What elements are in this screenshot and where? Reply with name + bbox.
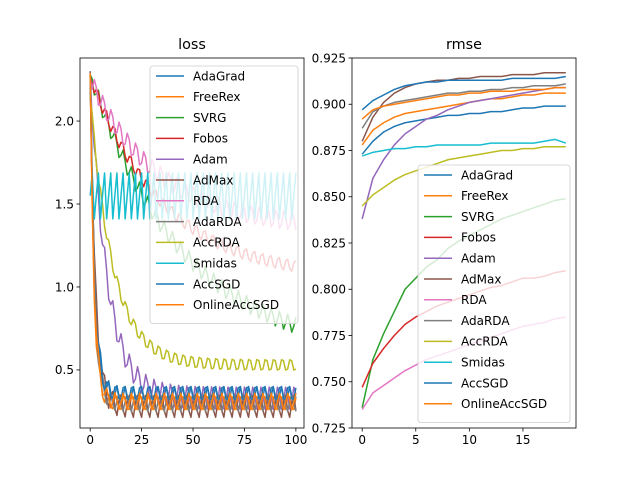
loss-legend-label-svrg: SVRG — [193, 111, 226, 125]
rmse-legend-box — [417, 164, 571, 424]
rmse-legend-label-freerex: FreeRex — [461, 189, 509, 203]
loss-series-accrda — [89, 96, 297, 371]
loss-legend-label-freerex: FreeRex — [193, 90, 241, 104]
rmse-y-tick-label: 0.800 — [312, 283, 346, 297]
rmse-legend-label-rda: RDA — [461, 293, 487, 307]
loss-x-tick-label: 50 — [185, 433, 200, 447]
rmse-series-smidas — [361, 138, 567, 157]
loss-y-tick-label: 2.0 — [55, 114, 74, 128]
loss-y-tick-label: 1.0 — [55, 280, 74, 294]
loss-x-tick-label: 75 — [237, 433, 252, 447]
loss-legend-label-fobos: Fobos — [193, 132, 228, 146]
rmse-x-ticks: 0 5 10 15 — [358, 428, 531, 447]
loss-legend-label-admax: AdMax — [193, 173, 233, 187]
loss-legend-label-adagrad: AdaGrad — [193, 69, 245, 83]
rmse-x-tick-label: 0 — [358, 433, 366, 447]
rmse-legend-label-svrg: SVRG — [461, 210, 494, 224]
rmse-legend-label-fobos: Fobos — [461, 231, 496, 245]
rmse-y-tick-label: 0.775 — [312, 329, 346, 343]
loss-y-tick-label: 0.5 — [55, 363, 74, 377]
rmse-legend-label-smidas: Smidas — [461, 356, 505, 370]
loss-legend-label-adam: Adam — [193, 153, 228, 167]
loss-y-tick-label: 1.5 — [55, 197, 74, 211]
loss-series-onlineaccsgd — [89, 72, 297, 411]
rmse-y-tick-label: 0.825 — [312, 236, 346, 250]
rmse-y-tick-label: 0.850 — [312, 190, 346, 204]
rmse-x-tick-label: 15 — [515, 433, 530, 447]
rmse-y-ticks: 0.725 0.750 0.775 0.800 0.825 0.850 0.875 0.900… — [312, 51, 352, 435]
rmse-y-tick-label: 0.725 — [312, 421, 346, 435]
rmse-legend-label-adam: Adam — [461, 252, 496, 266]
loss-x-ticks: 0 25 50 75 100 — [86, 428, 307, 447]
rmse-legend-label-adarda: AdaRDA — [461, 314, 510, 328]
rmse-series-freerex — [361, 92, 566, 146]
loss-y-ticks: 0.5 1.0 1.5 2.0 — [55, 114, 80, 377]
loss-legend: AdaGrad FreeRex SVRG Fobos Adam AdMax RDA AdaRD… — [149, 65, 299, 325]
loss-legend-label-accsgd: AccSGD — [193, 277, 240, 291]
loss-legend-label-accrda: AccRDA — [193, 236, 241, 250]
rmse-chart-title: rmse — [446, 37, 482, 53]
loss-legend-label-adarda: AdaRDA — [193, 215, 242, 229]
rmse-series-accrda — [361, 146, 566, 207]
rmse-series-adagrad — [361, 105, 566, 155]
rmse-legend-label-onlineaccsgd: OnlineAccSGD — [461, 397, 547, 411]
rmse-series-admax — [361, 72, 566, 142]
rmse-y-tick-label: 0.900 — [312, 98, 346, 112]
rmse-x-tick-label: 5 — [412, 433, 420, 447]
rmse-legend: AdaGrad FreeRex SVRG Fobos Adam AdMax RDA AdaRD… — [417, 164, 571, 424]
rmse-x-tick-label: 10 — [462, 433, 477, 447]
rmse-legend-label-admax: AdMax — [461, 272, 501, 286]
rmse-series-onlineaccsgd — [361, 86, 566, 120]
loss-subplot: loss 0 25 50 75 100 0.5 1.0 1.5 2.0 AdaGrad Free… — [55, 37, 307, 447]
rmse-series-accsgd — [361, 75, 566, 111]
loss-axes-frame — [79, 57, 305, 429]
rmse-y-tick-label: 0.750 — [312, 375, 346, 389]
loss-legend-box — [149, 65, 299, 325]
rmse-series-adarda — [361, 83, 566, 129]
rmse-series-adam — [361, 86, 566, 220]
loss-x-tick-label: 0 — [86, 433, 94, 447]
loss-x-tick-label: 25 — [134, 433, 149, 447]
loss-legend-label-rda: RDA — [193, 194, 219, 208]
rmse-y-tick-label: 0.925 — [312, 51, 346, 65]
rmse-y-tick-label: 0.875 — [312, 144, 346, 158]
loss-chart-title: loss — [178, 37, 206, 53]
rmse-subplot: rmse 0 5 10 15 0.725 0.750 0.775 0.800 0.825 0.8… — [312, 37, 577, 447]
loss-legend-label-smidas: Smidas — [193, 257, 237, 271]
rmse-legend-label-accrda: AccRDA — [461, 335, 509, 349]
loss-legend-label-onlineaccsgd: OnlineAccSGD — [193, 298, 279, 312]
rmse-legend-label-adagrad: AdaGrad — [461, 168, 513, 182]
rmse-legend-label-accsgd: AccSGD — [461, 376, 508, 390]
loss-series-accsgd — [89, 74, 297, 401]
loss-x-tick-label: 100 — [284, 433, 307, 447]
